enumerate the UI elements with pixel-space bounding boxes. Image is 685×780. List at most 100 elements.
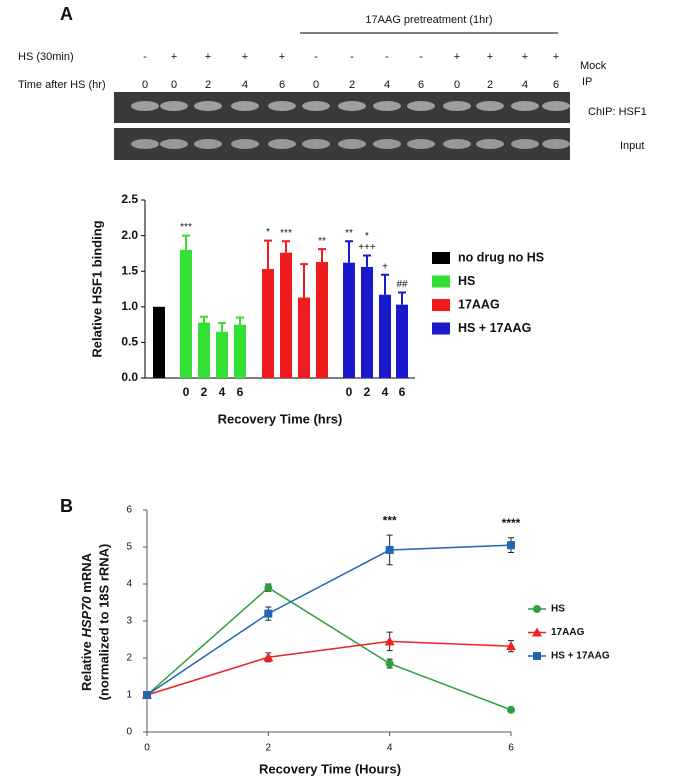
band <box>476 139 504 149</box>
time-label: 0 <box>171 79 177 91</box>
y-tick-label: 1 <box>126 690 132 701</box>
significance-label: **** <box>502 516 521 530</box>
hs-label: + <box>553 51 559 63</box>
time-label: 2 <box>205 79 211 91</box>
panel-label: A <box>60 4 73 24</box>
error-bar <box>218 322 226 332</box>
y-tick-label: 5 <box>126 542 132 553</box>
legend-label: HS + 17AAG <box>458 321 531 335</box>
time-label: 4 <box>242 79 248 91</box>
blot-label: Input <box>620 140 644 152</box>
marker <box>143 691 151 699</box>
hs-label: + <box>205 51 211 63</box>
legend-label: 17AAG <box>551 627 585 638</box>
hs-label: + <box>242 51 248 63</box>
y-tick-label: 1.5 <box>121 263 138 277</box>
error-bar <box>318 248 326 262</box>
significance-label: ** <box>345 228 353 239</box>
x-tick-label: 4 <box>382 385 389 399</box>
legend-label: 17AAG <box>458 297 500 311</box>
bar <box>280 252 292 378</box>
x-tick-label: 6 <box>399 385 406 399</box>
y-tick-label: 0.0 <box>121 370 138 384</box>
marker <box>384 636 395 646</box>
legend-swatch <box>432 275 450 288</box>
y-label-part: mRNA <box>79 552 94 592</box>
y-axis-label: Relative HSP70 mRNA <box>79 552 94 691</box>
marker <box>264 583 273 592</box>
bar <box>153 306 165 378</box>
bar <box>316 261 328 378</box>
bar <box>180 249 192 378</box>
marker <box>533 605 541 613</box>
hs-label: + <box>522 51 528 63</box>
time-label: 0 <box>454 79 460 91</box>
error-bar <box>345 240 353 263</box>
significance-label: +++ <box>358 242 376 253</box>
band <box>338 139 366 149</box>
band <box>231 101 259 111</box>
mock-ip-label: IP <box>582 76 592 88</box>
marker <box>533 652 541 660</box>
marker <box>385 545 394 554</box>
x-tick-label: 6 <box>508 743 514 754</box>
band <box>268 139 296 149</box>
legend-label: HS + 17AAG <box>551 651 610 662</box>
significance-label: *** <box>280 228 292 239</box>
legend-label: no drug no HS <box>458 250 544 264</box>
band <box>268 101 296 111</box>
hs-label: + <box>487 51 493 63</box>
band <box>194 101 222 111</box>
y-tick-label: 2 <box>126 653 132 664</box>
error-bar <box>200 315 208 323</box>
x-tick-label: 4 <box>387 743 393 754</box>
x-tick-label: 0 <box>183 385 190 399</box>
pretreatment-label: 17AAG pretreatment (1hr) <box>365 14 492 26</box>
error-bar <box>381 273 389 295</box>
band <box>407 101 435 111</box>
marker <box>507 541 515 550</box>
band <box>511 139 539 149</box>
bar <box>343 262 355 378</box>
time-label: 2 <box>487 79 493 91</box>
marker <box>506 641 516 651</box>
legend-label: HS <box>458 274 475 288</box>
bar <box>379 294 391 378</box>
line <box>146 544 512 696</box>
band <box>131 139 159 149</box>
band <box>231 139 259 149</box>
marker <box>264 609 273 618</box>
x-axis-label: Recovery Time (Hours) <box>259 761 401 776</box>
time-label: 4 <box>522 79 528 91</box>
x-tick-label: 6 <box>237 385 244 399</box>
legend-swatch <box>432 299 450 311</box>
band <box>542 139 570 149</box>
error-bar <box>282 240 290 253</box>
hs-label: - <box>314 51 318 63</box>
bar <box>234 324 246 378</box>
time-label: 0 <box>142 79 148 91</box>
time-label: 0 <box>313 79 319 91</box>
panel-label: B <box>60 496 73 516</box>
y-tick-label: 2.0 <box>121 228 138 242</box>
x-tick-label: 0 <box>346 385 353 399</box>
row-label: HS (30min) <box>18 51 74 63</box>
y-tick-label: 1.0 <box>121 299 138 313</box>
band <box>131 101 159 111</box>
y-label-part: HSP70 <box>79 596 94 638</box>
bar <box>262 269 274 378</box>
band <box>194 139 222 149</box>
band <box>443 101 471 111</box>
band <box>160 139 188 149</box>
significance-label: *** <box>383 513 397 527</box>
significance-label: + <box>382 261 388 272</box>
y-tick-label: 4 <box>126 579 132 590</box>
band <box>373 139 401 149</box>
legend-label: HS <box>551 604 565 615</box>
time-label: 2 <box>349 79 355 91</box>
x-tick-label: 0 <box>144 743 150 754</box>
significance-label: * <box>365 231 369 242</box>
band <box>373 101 401 111</box>
